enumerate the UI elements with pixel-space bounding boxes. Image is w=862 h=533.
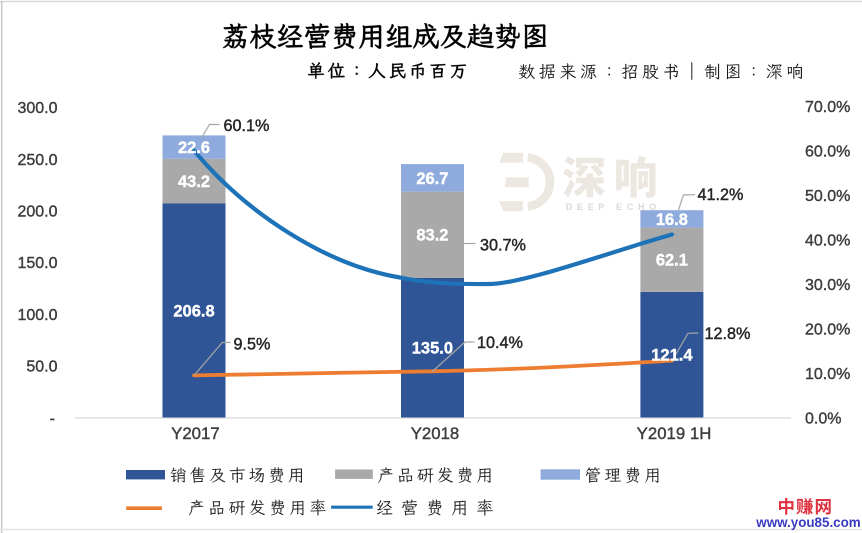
svg-text:30.7%: 30.7%: [480, 236, 526, 254]
svg-text:70.0%: 70.0%: [805, 99, 850, 116]
svg-text:250.0: 250.0: [17, 152, 57, 169]
svg-text:50.0: 50.0: [26, 359, 57, 376]
svg-text:60.1%: 60.1%: [224, 117, 270, 135]
svg-text:20.0%: 20.0%: [805, 321, 850, 338]
svg-text:10.4%: 10.4%: [477, 334, 523, 352]
svg-text:0.0%: 0.0%: [805, 410, 841, 427]
svg-text:10.0%: 10.0%: [805, 366, 850, 383]
svg-text:9.5%: 9.5%: [234, 336, 271, 354]
svg-text:26.7: 26.7: [416, 170, 448, 188]
svg-text:200.0: 200.0: [17, 204, 57, 221]
svg-text:22.6: 22.6: [178, 139, 210, 157]
svg-text:www.you85.com: www.you85.com: [755, 515, 861, 530]
svg-text:30.0%: 30.0%: [805, 277, 850, 294]
svg-text:Y2019 1H: Y2019 1H: [637, 424, 712, 443]
svg-text:50.0%: 50.0%: [805, 188, 850, 205]
svg-text:121.4: 121.4: [651, 347, 693, 365]
svg-text:100.0: 100.0: [17, 307, 57, 324]
svg-text:135.0: 135.0: [412, 340, 453, 358]
svg-text:62.1: 62.1: [656, 252, 688, 270]
svg-text:40.0%: 40.0%: [805, 233, 850, 250]
svg-text:16.8: 16.8: [656, 211, 688, 229]
svg-text:12.8%: 12.8%: [705, 325, 751, 343]
svg-text:Y2017: Y2017: [171, 424, 220, 443]
svg-text:206.8: 206.8: [173, 302, 214, 320]
svg-text:300.0: 300.0: [17, 100, 57, 117]
svg-text:Y2018: Y2018: [411, 424, 460, 443]
svg-text:60.0%: 60.0%: [805, 144, 850, 161]
svg-text:DEEP ECHO: DEEP ECHO: [566, 202, 661, 212]
svg-text:150.0: 150.0: [17, 255, 57, 272]
svg-text:43.2: 43.2: [178, 173, 210, 191]
svg-text:-: -: [50, 410, 55, 427]
svg-text:83.2: 83.2: [416, 227, 448, 245]
svg-text:41.2%: 41.2%: [698, 186, 744, 204]
